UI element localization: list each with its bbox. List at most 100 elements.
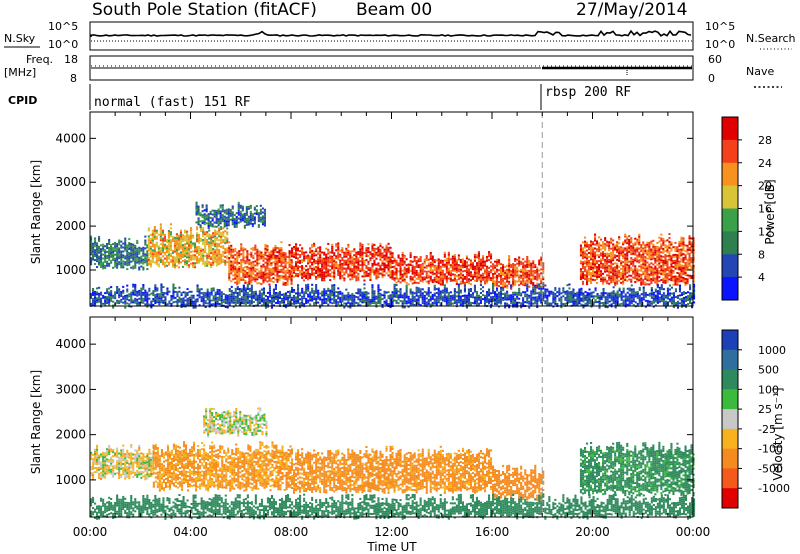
heatmap-cell — [255, 211, 258, 214]
heatmap-cell — [387, 248, 390, 251]
heatmap-cell — [660, 255, 663, 258]
cpid-label: CPID — [8, 94, 37, 107]
heatmap-cell — [214, 253, 217, 256]
heatmap-cell — [373, 296, 376, 299]
heatmap-cell — [516, 268, 519, 271]
heatmap-cell — [209, 220, 212, 223]
heatmap-cell — [427, 282, 430, 285]
heatmap-cell — [309, 251, 312, 254]
heatmap-cell — [602, 253, 605, 256]
heatmap-cell — [237, 221, 240, 224]
heatmap-cell — [216, 258, 219, 261]
heatmap-cell — [217, 220, 220, 223]
heatmap-cell — [206, 302, 209, 305]
heatmap-cell — [225, 220, 228, 223]
heatmap-cell — [188, 266, 191, 269]
heatmap-cell — [211, 209, 214, 212]
heatmap-cell — [234, 299, 237, 302]
heatmap-cell — [359, 300, 362, 303]
heatmap-cell — [291, 247, 294, 250]
heatmap-cell — [177, 242, 180, 245]
heatmap-cell — [628, 268, 631, 271]
heatmap-cell — [94, 290, 97, 293]
heatmap-cell — [307, 270, 310, 273]
heatmap-cell — [250, 265, 253, 268]
heatmap-cell — [288, 263, 291, 266]
heatmap-cell — [538, 277, 541, 280]
heatmap-cell — [190, 294, 193, 297]
heatmap-cell — [140, 297, 143, 300]
heatmap-cell — [618, 269, 621, 272]
heatmap-cell — [413, 265, 416, 268]
heatmap-cell — [431, 263, 434, 266]
heatmap-cell — [594, 261, 597, 264]
heatmap-cell — [207, 217, 210, 220]
heatmap-cell — [134, 260, 137, 263]
heatmap-cell — [345, 251, 348, 254]
heatmap-cell — [347, 273, 350, 276]
heatmap-cell — [526, 258, 529, 260]
heatmap-cell — [682, 280, 685, 283]
heatmap-cell — [614, 256, 617, 259]
heatmap-cell — [530, 272, 533, 275]
heatmap-cell — [215, 216, 218, 218]
heatmap-cell — [128, 252, 131, 254]
heatmap-cell — [104, 253, 107, 256]
heatmap-cell — [274, 256, 277, 259]
heatmap-cell — [238, 271, 241, 274]
heatmap-cell — [132, 285, 135, 288]
heatmap-cell — [407, 267, 410, 270]
heatmap-cell — [692, 239, 695, 242]
heatmap-cell — [650, 258, 653, 261]
heatmap-cell — [222, 254, 225, 257]
heatmap-cell — [602, 247, 605, 250]
heatmap-cell — [116, 290, 119, 292]
heatmap-cell — [429, 257, 432, 260]
heatmap-cell — [98, 300, 101, 303]
heatmap-cell — [186, 252, 189, 255]
heatmap-cell — [240, 290, 243, 293]
heatmap-cell — [686, 250, 689, 253]
heatmap-cell — [110, 299, 113, 302]
heatmap-cell — [682, 241, 685, 244]
heatmap-cell — [504, 269, 507, 272]
heatmap-cell — [459, 280, 462, 283]
heatmap-cell — [250, 292, 253, 295]
heatmap-cell — [303, 259, 306, 262]
heatmap-cell — [634, 251, 637, 254]
heatmap-cell — [305, 269, 308, 272]
heatmap-cell — [357, 272, 360, 275]
heatmap-cell — [184, 263, 187, 266]
heatmap-cell — [270, 250, 273, 253]
heatmap-cell — [274, 297, 277, 300]
heatmap-cell — [96, 301, 99, 304]
heatmap-cell — [307, 274, 310, 277]
heatmap-cell — [231, 213, 234, 216]
heatmap-cell — [642, 267, 645, 270]
heatmap-cell — [606, 266, 609, 269]
heatmap-cell — [604, 249, 607, 251]
heatmap-cell — [268, 271, 271, 274]
heatmap-cell — [297, 265, 300, 268]
heatmap-cell — [317, 252, 320, 255]
heatmap-cell — [266, 266, 269, 269]
heatmap-cell — [604, 268, 607, 271]
heatmap-cell — [236, 301, 239, 304]
heatmap-cell — [427, 270, 430, 273]
heatmap-cell — [214, 241, 217, 244]
heatmap-cell — [216, 242, 219, 245]
heatmap-cell — [319, 246, 322, 249]
heatmap-cell — [345, 253, 348, 256]
heatmap-cell — [161, 261, 164, 264]
heatmap-cell — [212, 232, 215, 235]
heatmap-cell — [155, 261, 158, 264]
heatmap-cell — [624, 241, 627, 244]
heatmap-cell — [441, 281, 444, 284]
heatmap-cell — [158, 303, 161, 306]
heatmap-cell — [371, 255, 374, 257]
heatmap-cell — [680, 276, 683, 279]
heatmap-cell — [678, 242, 681, 245]
heatmap-cell — [268, 279, 271, 282]
heatmap-cell — [190, 237, 193, 239]
heatmap-cell — [208, 245, 211, 248]
